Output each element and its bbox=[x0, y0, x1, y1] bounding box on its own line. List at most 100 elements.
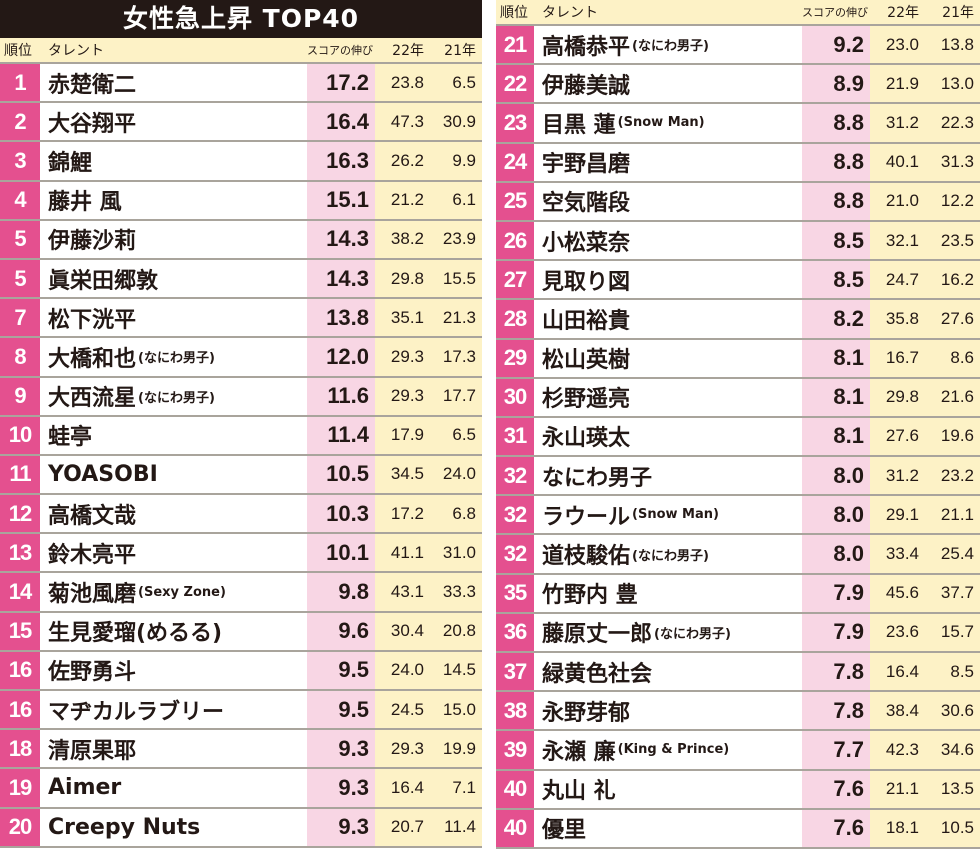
score-growth-cell: 7.9 bbox=[802, 613, 870, 651]
talent-name: 大橋和也 bbox=[48, 346, 137, 372]
table-row: 39 永瀬 廉 (King & Prince) 7.7 42.3 34.6 bbox=[496, 731, 980, 771]
rank-cell: 4 bbox=[0, 181, 40, 219]
talent-cell: 大谷翔平 bbox=[40, 103, 307, 141]
score-2021-cell: 34.6 bbox=[940, 739, 974, 759]
score-growth-cell: 9.2 bbox=[802, 26, 870, 64]
score-growth-cell: 8.1 bbox=[802, 378, 870, 416]
talent-name: 宇野昌磨 bbox=[542, 152, 631, 178]
talent-name: 鈴木亮平 bbox=[48, 542, 137, 568]
table-row: 10 蛙亭 11.4 17.9 6.5 bbox=[0, 416, 482, 456]
talent-cell: 松山英樹 bbox=[534, 339, 802, 377]
score-2022-cell: 33.4 bbox=[885, 544, 919, 564]
talent-name: 生見愛瑠(めるる) bbox=[48, 621, 223, 647]
rank-cell: 35 bbox=[496, 574, 534, 612]
score-2021-cell: 13.8 bbox=[940, 34, 974, 54]
score-2021-cell: 6.5 bbox=[452, 425, 476, 445]
header-score: スコアの伸び bbox=[802, 6, 868, 19]
table-row: 20 Creepy Nuts 9.3 20.7 11.4 bbox=[0, 808, 482, 848]
score-2021-cell: 11.4 bbox=[444, 817, 476, 837]
score-2022-cell: 34.5 bbox=[390, 464, 424, 484]
table-row: 27 見取り図 8.5 24.7 16.2 bbox=[496, 261, 980, 301]
score-2022-cell: 35.1 bbox=[390, 307, 424, 327]
table-row: 15 生見愛瑠(めるる) 9.6 30.4 20.8 bbox=[0, 612, 482, 652]
score-2022-cell: 24.7 bbox=[885, 269, 919, 289]
score-growth-cell: 9.3 bbox=[307, 730, 375, 768]
table-row: 21 高橋恭平 (なにわ男子) 9.2 23.0 13.8 bbox=[496, 26, 980, 66]
score-growth-cell: 10.5 bbox=[307, 455, 375, 494]
talent-name: 藤井 風 bbox=[48, 190, 122, 216]
table-row: 18 清原果耶 9.3 29.3 19.9 bbox=[0, 730, 482, 770]
score-2021-cell: 7.1 bbox=[452, 777, 476, 797]
table-row: 16 マヂカルラブリー 9.5 24.5 15.0 bbox=[0, 691, 482, 731]
talent-cell: 佐野勇斗 bbox=[40, 651, 307, 689]
score-growth-cell: 7.8 bbox=[802, 692, 870, 730]
talent-cell: Creepy Nuts bbox=[40, 808, 307, 846]
table-row: 5 伊藤沙莉 14.3 38.2 23.9 bbox=[0, 220, 482, 260]
talent-name: 永山瑛太 bbox=[542, 426, 631, 452]
score-2021-cell: 21.6 bbox=[940, 387, 974, 407]
score-growth-cell: 15.1 bbox=[307, 181, 375, 219]
score-growth-cell: 13.8 bbox=[307, 299, 375, 337]
talent-name: 永野芽郁 bbox=[542, 700, 631, 726]
header-rank: 順位 bbox=[4, 43, 32, 59]
rank-cell: 32 bbox=[496, 496, 534, 534]
talent-group: (Sexy Zone) bbox=[138, 584, 226, 600]
score-growth-cell: 10.1 bbox=[307, 534, 375, 572]
table-row: 26 小松菜奈 8.5 32.1 23.5 bbox=[496, 221, 980, 262]
score-2022-cell: 24.0 bbox=[390, 660, 424, 680]
rank-cell: 30 bbox=[496, 378, 534, 416]
talent-cell: 山田裕貴 bbox=[534, 300, 802, 338]
rank-cell: 31 bbox=[496, 417, 534, 456]
ranking-table-left: 女性急上昇 TOP40 順位 タレント スコアの伸び 22年 21年 1 赤楚衛二… bbox=[0, 0, 482, 848]
talent-name: 伊藤沙莉 bbox=[48, 229, 137, 255]
table-row: 22 伊藤美誠 8.9 21.9 13.0 bbox=[496, 65, 980, 105]
header-21: 21年 bbox=[444, 43, 476, 59]
talent-cell: 生見愛瑠(めるる) bbox=[40, 612, 307, 650]
score-2021-cell: 13.5 bbox=[940, 779, 974, 799]
score-growth-cell: 16.3 bbox=[307, 142, 375, 180]
score-2021-cell: 17.7 bbox=[442, 386, 476, 406]
table-row: 35 竹野内 豊 7.9 45.6 37.7 bbox=[496, 574, 980, 614]
score-growth-cell: 9.8 bbox=[307, 573, 375, 611]
talent-name: 高橋文哉 bbox=[48, 503, 137, 529]
score-2021-cell: 10.5 bbox=[940, 818, 974, 838]
score-2021-cell: 23.5 bbox=[940, 230, 974, 250]
score-2021-cell: 16.2 bbox=[940, 269, 974, 289]
score-2022-cell: 45.6 bbox=[885, 583, 919, 603]
score-growth-cell: 17.2 bbox=[307, 64, 375, 102]
score-growth-cell: 11.4 bbox=[307, 416, 375, 454]
rank-cell: 22 bbox=[496, 65, 534, 103]
rank-cell: 7 bbox=[0, 299, 40, 337]
talent-name: 眞栄田郷敦 bbox=[48, 268, 159, 294]
talent-cell: Aimer bbox=[40, 769, 307, 807]
talent-cell: 宇野昌磨 bbox=[534, 143, 802, 181]
talent-name: 菊池風磨 bbox=[48, 582, 137, 608]
talent-group: (なにわ男子) bbox=[632, 39, 709, 55]
talent-name: 清原果耶 bbox=[48, 738, 137, 764]
score-growth-cell: 16.4 bbox=[307, 103, 375, 141]
rank-cell: 32 bbox=[496, 535, 534, 573]
talent-name: なにわ男子 bbox=[542, 465, 653, 491]
rank-cell: 39 bbox=[496, 731, 534, 769]
rank-cell: 2 bbox=[0, 103, 40, 141]
score-2021-cell: 8.6 bbox=[950, 348, 974, 368]
score-2021-cell: 6.1 bbox=[452, 190, 476, 210]
header-score: スコアの伸び bbox=[307, 44, 373, 57]
header-name: タレント bbox=[48, 43, 104, 59]
score-growth-cell: 7.9 bbox=[802, 574, 870, 612]
score-2021-cell: 15.0 bbox=[442, 699, 476, 719]
score-growth-cell: 7.8 bbox=[802, 653, 870, 691]
talent-name: マヂカルラブリー bbox=[48, 699, 225, 725]
talent-name: 蛙亭 bbox=[48, 425, 93, 451]
score-2022-cell: 17.9 bbox=[390, 425, 424, 445]
talent-name: 目黒 蓮 bbox=[542, 112, 616, 138]
talent-cell: なにわ男子 bbox=[534, 457, 802, 495]
talent-cell: 高橋文哉 bbox=[40, 495, 307, 533]
score-2022-cell: 41.1 bbox=[390, 542, 424, 562]
score-2021-cell: 37.7 bbox=[940, 583, 974, 603]
score-2021-cell: 9.9 bbox=[452, 150, 476, 170]
table-row: 29 松山英樹 8.1 16.7 8.6 bbox=[496, 339, 980, 379]
rank-cell: 24 bbox=[496, 143, 534, 181]
table-row: 3 錦鯉 16.3 26.2 9.9 bbox=[0, 142, 482, 182]
score-growth-cell: 9.5 bbox=[307, 651, 375, 689]
